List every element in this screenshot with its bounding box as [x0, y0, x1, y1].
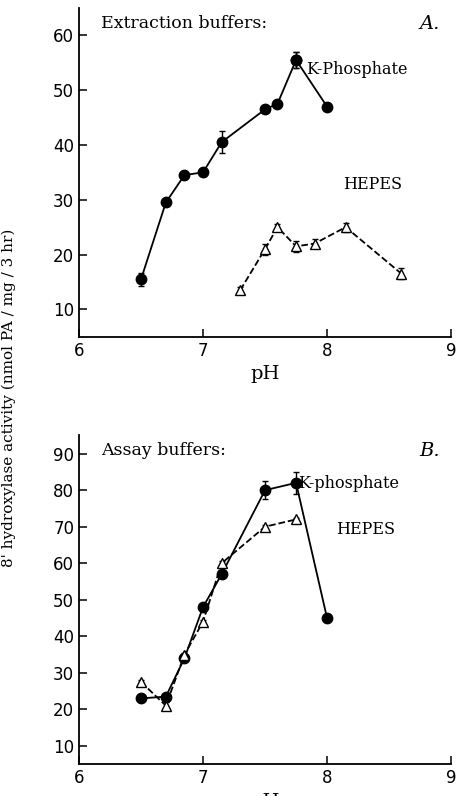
Text: A.: A. [419, 14, 440, 33]
Text: K-Phosphate: K-Phosphate [306, 60, 407, 77]
Text: K-phosphate: K-phosphate [299, 475, 399, 492]
X-axis label: pH: pH [250, 793, 280, 796]
Text: Assay buffers:: Assay buffers: [101, 442, 226, 459]
Text: B.: B. [419, 442, 440, 460]
Text: 8' hydroxylase activity (nmol PA / mg / 3 hr): 8' hydroxylase activity (nmol PA / mg / … [2, 228, 16, 568]
Text: HEPES: HEPES [343, 176, 402, 193]
Text: HEPES: HEPES [336, 521, 395, 538]
X-axis label: pH: pH [250, 365, 280, 383]
Text: Extraction buffers:: Extraction buffers: [101, 14, 267, 32]
